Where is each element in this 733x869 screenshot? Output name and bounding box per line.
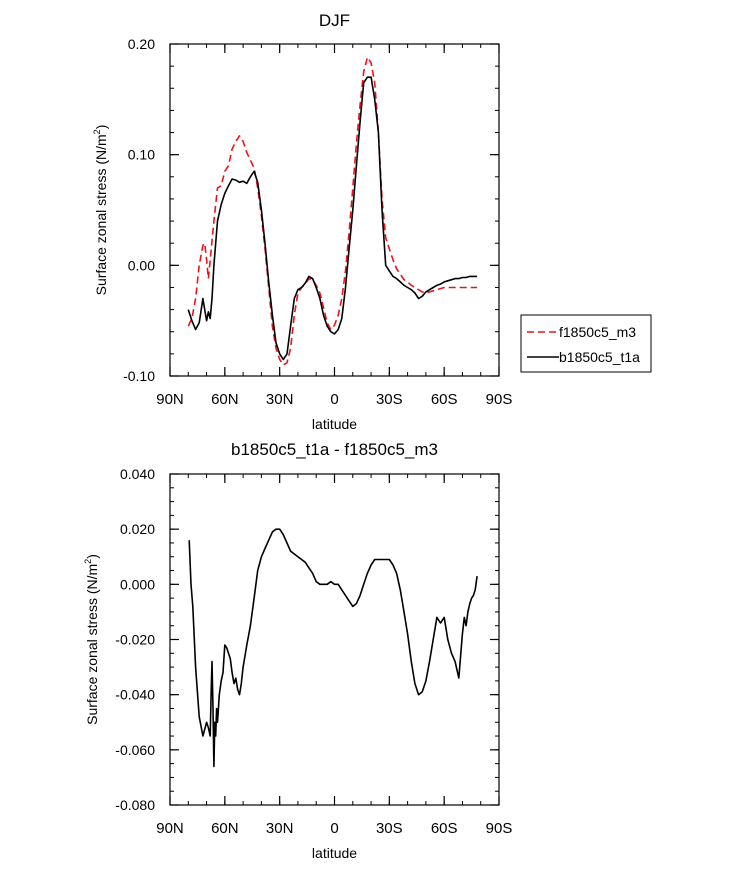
chart1-series-line-0: [188, 528, 478, 768]
chart0-x-tick-label: 60S: [431, 391, 458, 408]
chart0-y-tick-label: 0.00: [128, 257, 155, 273]
top-chart: DJF 90N 60N 30N 0 30S 60S 90S -0.10 0.00 0.10 0.20 l…: [92, 11, 652, 432]
chart1-plot-frame: [169, 473, 500, 806]
legend-label-b1850c5_t1a: b1850c5_t1a: [559, 349, 640, 365]
chart0-title: DJF: [319, 11, 350, 30]
chart0-series-line-b1850c5_t1a: [187, 76, 478, 361]
chart0-legend: f1850c5_m3 b1850c5_t1a: [520, 314, 652, 373]
chart0-y-tick-label: 0.20: [128, 36, 155, 52]
chart1-y-tick-label: -0.060: [115, 742, 155, 758]
chart0-series-line-f1850c5_m3: [187, 56, 478, 366]
chart1-title: b1850c5_t1a - f1850c5_m3: [231, 440, 438, 459]
chart1-x-axis-label: latitude: [312, 845, 357, 861]
chart1-y-tick-label: -0.040: [115, 687, 155, 703]
chart1-x-tick-label: 30S: [376, 820, 403, 837]
chart0-x-tick-label: 60N: [211, 391, 239, 408]
chart0-y-tick-label: -0.10: [123, 368, 155, 384]
chart0-x-axis-label: latitude: [312, 416, 357, 432]
chart0-x-tick-label: 90S: [486, 391, 513, 408]
chart1-x-tick-label: 60S: [431, 820, 458, 837]
chart0-y-axis-label: Surface zonal stress (N/m2): [92, 125, 109, 296]
chart0-x-tick-label: 90N: [156, 391, 184, 408]
chart1-y-tick-label: 0.040: [120, 466, 155, 482]
chart1-x-tick-label: 0: [330, 820, 338, 837]
chart0-x-tick-label: 30N: [266, 391, 294, 408]
chart1-y-tick-label: 0.020: [120, 521, 155, 537]
chart1-x-tick-label: 90N: [156, 820, 184, 837]
legend-label-f1850c5_m3: f1850c5_m3: [559, 324, 636, 340]
bottom-chart: b1850c5_t1a - f1850c5_m3 90N 60N 30N 0 30S 60S…: [83, 440, 512, 861]
chart1-x-tick-label: 30N: [266, 820, 294, 837]
chart0-y-tick-label: 0.10: [128, 147, 155, 163]
chart1-x-tick-label: 60N: [211, 820, 239, 837]
chart1-y-tick-label: -0.020: [115, 632, 155, 648]
chart1-y-tick-label: -0.080: [115, 797, 155, 813]
legend-box: [520, 314, 652, 373]
chart1-y-axis-label: Surface zonal stress (N/m2): [83, 554, 100, 725]
chart0-x-tick-label: 0: [330, 391, 338, 408]
chart0-x-tick-label: 30S: [376, 391, 403, 408]
chart1-x-tick-label: 90S: [486, 820, 513, 837]
chart1-y-tick-label: 0.000: [120, 576, 155, 592]
